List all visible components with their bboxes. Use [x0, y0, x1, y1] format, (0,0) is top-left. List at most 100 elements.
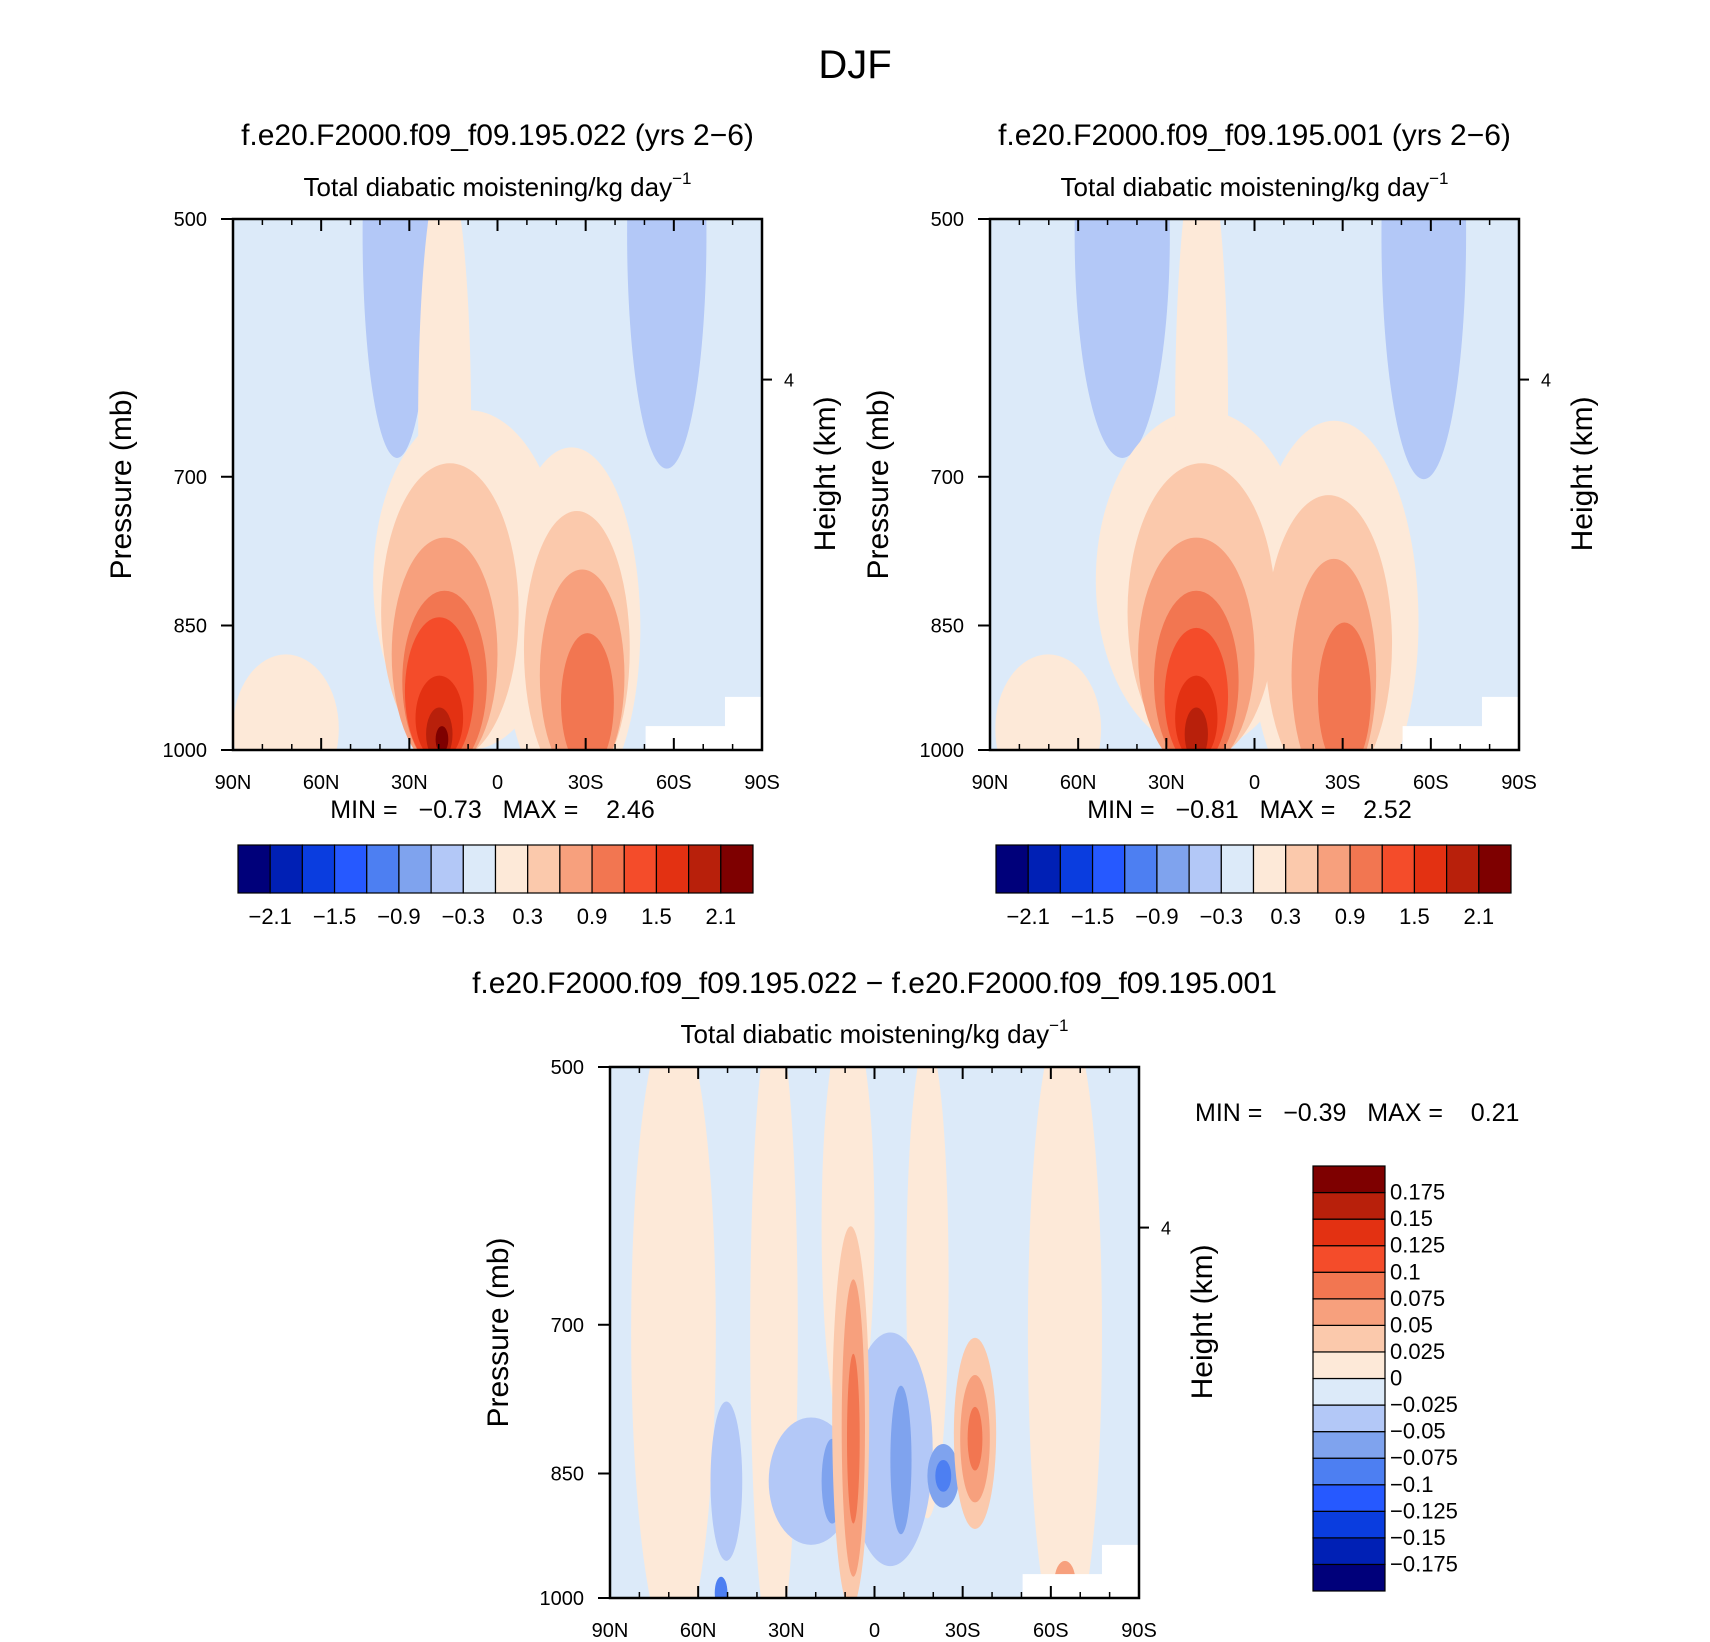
x-tick-label: 30S: [1325, 772, 1361, 794]
field: [233, 219, 762, 750]
colorbar-label: 0.025: [1390, 1339, 1445, 1364]
colorbar-label: 2.1: [706, 904, 737, 929]
colorbar-label: −0.1: [1390, 1472, 1433, 1497]
y-tick-label: 700: [174, 467, 207, 489]
colorbar-box: [1312, 1218, 1386, 1247]
y-tick-label: 500: [551, 1057, 584, 1079]
colorbar-box: [1312, 1298, 1386, 1326]
colorbar-box: [1312, 1404, 1386, 1433]
colorbar-box: [720, 844, 754, 894]
colorbar-box: [430, 844, 464, 894]
x-tick-label: 90N: [592, 1620, 629, 1642]
x-tick-label: 90N: [972, 772, 1009, 794]
x-tick-label: 60N: [680, 1620, 717, 1642]
colorbar-box: [1312, 1351, 1386, 1380]
colorbar-label: 0.9: [577, 904, 608, 929]
colorbar-box: [1252, 844, 1287, 894]
field-contour: [710, 1401, 743, 1561]
x-tick-label: 0: [869, 1620, 880, 1642]
colorbar-box: [527, 844, 561, 894]
colorbar-box: [1091, 844, 1126, 894]
colorbar-label: 0.9: [1335, 904, 1366, 929]
colorbar-box: [1059, 844, 1094, 894]
colorbar-box: [494, 844, 529, 894]
field-contour: [560, 633, 614, 750]
field: [610, 1067, 1139, 1598]
x-tick-label: 30N: [768, 1620, 805, 1642]
y-axis-label-right: Height (km): [1566, 396, 1599, 551]
y-tick-label: 850: [551, 1463, 584, 1485]
field-contour: [967, 1406, 983, 1471]
colorbar-label: 0.1: [1390, 1259, 1421, 1284]
x-tick-label: 90S: [744, 772, 780, 794]
subtitle-superscript: −1: [672, 169, 691, 188]
colorbar-label: −2.1: [248, 904, 291, 929]
panel-title: f.e20.F2000.f09_f09.195.022 − f.e20.F200…: [472, 967, 1277, 1000]
panel-case: f.e20.F2000.f09_f09.195.022 (yrs 2−6) Tot…: [105, 119, 842, 929]
missing-data: [724, 696, 762, 750]
y-tick-label: 1000: [163, 740, 208, 762]
colorbar-label: 0.3: [1270, 904, 1301, 929]
colorbar-label: −0.175: [1390, 1551, 1458, 1576]
colorbar-box: [995, 844, 1029, 894]
x-tick-label: 30S: [568, 772, 604, 794]
x-tick-label: 90N: [215, 772, 252, 794]
colorbar-box: [1381, 844, 1416, 894]
colorbar-label: 0.175: [1390, 1180, 1445, 1205]
colorbar-box: [1312, 1324, 1386, 1353]
y-axis-label-right: Height (km): [1186, 1244, 1219, 1399]
x-tick-label: 90S: [1501, 772, 1537, 794]
y-right-tick-label: 4: [1541, 371, 1551, 391]
colorbar-box: [623, 844, 658, 894]
colorbar-label: −1.5: [313, 904, 356, 929]
colorbar: −0.175−0.15−0.125−0.1−0.075−0.05−0.02500…: [1312, 1165, 1458, 1592]
y-axis-label: Pressure (mb): [862, 389, 895, 579]
colorbar-box: [1027, 844, 1061, 894]
field-contour: [1184, 707, 1208, 750]
field-contour: [935, 1459, 952, 1492]
min-max-text: MIN = −0.73 MAX = 2.46: [330, 796, 654, 824]
colorbar-label: −0.075: [1390, 1445, 1458, 1470]
field-contour: [362, 219, 432, 458]
field-contour: [1381, 219, 1467, 480]
colorbar-box: [1478, 844, 1512, 894]
colorbar-box: [1446, 844, 1480, 894]
field-contour: [890, 1385, 912, 1535]
y-tick-label: 850: [174, 615, 207, 637]
colorbar-box: [655, 844, 690, 894]
y-axis-label: Pressure (mb): [482, 1237, 515, 1427]
colorbar: −2.1 −1.5 −0.9 −0.3 0.3 0.9 1.5 2.1: [237, 844, 754, 929]
colorbar-box: [462, 844, 497, 894]
colorbar-label: 0.15: [1390, 1206, 1433, 1231]
colorbar-box: [366, 844, 400, 894]
colorbar-box: [1220, 844, 1255, 894]
colorbar: −2.1 −1.5 −0.9 −0.3 0.3 0.9 1.5 2.1: [995, 844, 1512, 929]
field-contour: [1074, 219, 1170, 458]
colorbar-box: [688, 844, 722, 894]
panels: f.e20.F2000.f09_f09.195.022 (yrs 2−6) Tot…: [105, 119, 1599, 1642]
colorbar-box: [1349, 844, 1383, 894]
colorbar-label: −0.3: [442, 904, 485, 929]
colorbar-box: [559, 844, 593, 894]
panel-subtitle: Total diabatic moistening/kg day−1: [681, 1016, 1069, 1049]
field-contour: [1317, 622, 1371, 750]
colorbar-label: 0.075: [1390, 1286, 1445, 1311]
colorbar-box: [1156, 844, 1190, 894]
x-tick-label: 30N: [1148, 772, 1185, 794]
y-tick-label: 700: [551, 1315, 584, 1337]
x-tick-label: 90S: [1121, 1620, 1157, 1642]
panel-title: f.e20.F2000.f09_f09.195.001 (yrs 2−6): [998, 119, 1511, 152]
page-title: DJF: [818, 43, 891, 87]
y-tick-label: 1000: [540, 1588, 585, 1610]
colorbar-box: [1312, 1271, 1386, 1300]
colorbar-label: −0.05: [1390, 1419, 1446, 1444]
x-tick-label: 0: [1249, 772, 1260, 794]
field-contour: [846, 1353, 860, 1524]
colorbar-label: −1.5: [1071, 904, 1114, 929]
panel-subtitle: Total diabatic moistening/kg day−1: [304, 169, 692, 202]
colorbar-box: [591, 844, 625, 894]
colorbar-box: [1312, 1191, 1386, 1220]
field-contour: [631, 1067, 716, 1598]
field-contour: [435, 726, 449, 750]
